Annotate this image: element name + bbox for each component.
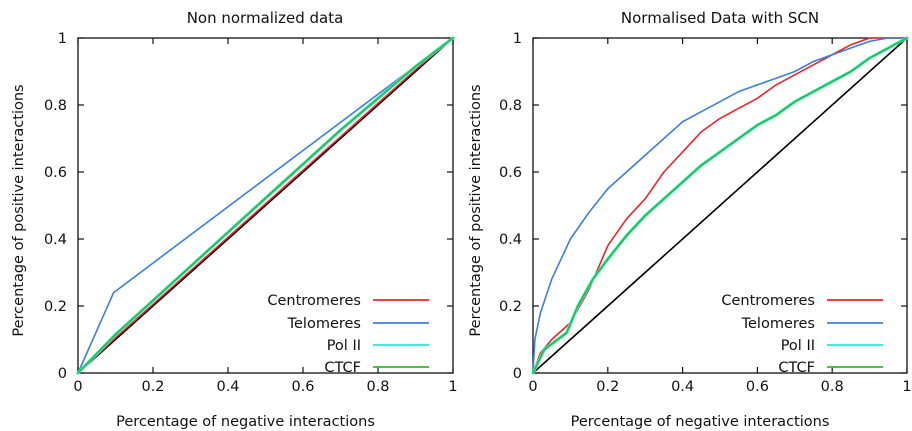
y-tick-label: 0.4: [499, 232, 522, 248]
series-line-centromeres: [532, 37, 908, 374]
x-tick-label: 0: [73, 379, 82, 395]
y-tick-label: 1: [58, 31, 67, 47]
x-tick-label: 1: [448, 379, 457, 395]
chart-panel-1: Non normalized data 0 0.2 0.4 0.6 0.8 1 0 0.2 0.4…: [11, 9, 458, 430]
legend-label: CTCF: [324, 360, 361, 376]
legend-label: Pol II: [781, 338, 815, 354]
plot-frame: [77, 37, 454, 374]
y-tick-label: 0.4: [44, 232, 67, 248]
x-tick-label: 0.6: [746, 379, 769, 395]
series-line-diagonal: [77, 37, 454, 374]
legend-label: CTCF: [778, 360, 815, 376]
legend-label: Telomeres: [287, 316, 361, 332]
x-tick-label: 0: [528, 379, 537, 395]
y-tick-label: 0.6: [499, 165, 522, 181]
x-axis-label: Percentage of negative interactions: [116, 414, 375, 430]
x-tick-label: 0.4: [216, 379, 239, 395]
x-tick-label: 1: [902, 379, 911, 395]
y-axis-label: Percentage of positive interactions: [468, 84, 484, 336]
y-tick-label: 0: [58, 366, 67, 382]
y-tick-label: 0.6: [44, 165, 67, 181]
x-tick-label: 0.6: [291, 379, 314, 395]
series-line-diagonal: [532, 37, 908, 374]
y-tick-label: 0.8: [44, 98, 67, 114]
series-line-ctcf: [77, 37, 454, 374]
x-tick-label: 0.8: [366, 379, 389, 395]
legend-label: Centromeres: [721, 293, 815, 309]
legend-label: Centromeres: [267, 293, 361, 309]
plot-frame: [532, 37, 908, 374]
y-tick-label: 0.2: [44, 299, 67, 315]
legend: Centromeres Telomeres Pol II CTCF: [267, 293, 429, 376]
series-line-centromeres: [77, 37, 454, 374]
legend-label: Telomeres: [741, 316, 815, 332]
x-tick-label: 0.2: [596, 379, 619, 395]
y-tick-label: 0.2: [499, 299, 522, 315]
x-tick-label: 0.2: [141, 379, 164, 395]
x-tick-label: 0.4: [671, 379, 694, 395]
x-axis-label: Percentage of negative interactions: [571, 414, 830, 430]
legend: Centromeres Telomeres Pol II CTCF: [721, 293, 883, 376]
chart-panel-2: Normalised Data with SCN 0 0.2 0.4 0.6 0.8 1 0 0…: [468, 9, 912, 430]
chart-title: Non normalized data: [187, 9, 344, 27]
y-tick-label: 0: [513, 366, 522, 382]
series-line-telomeres: [77, 37, 454, 374]
y-axis-label: Percentage of positive interactions: [11, 84, 27, 336]
chart-title: Normalised Data with SCN: [621, 9, 819, 27]
y-tick-label: 0.8: [499, 98, 522, 114]
series-line-ctcf: [532, 37, 908, 374]
x-tick-label: 0.8: [821, 379, 844, 395]
y-tick-label: 1: [513, 31, 522, 47]
series-line-telomeres: [532, 37, 908, 374]
legend-label: Pol II: [327, 338, 361, 354]
